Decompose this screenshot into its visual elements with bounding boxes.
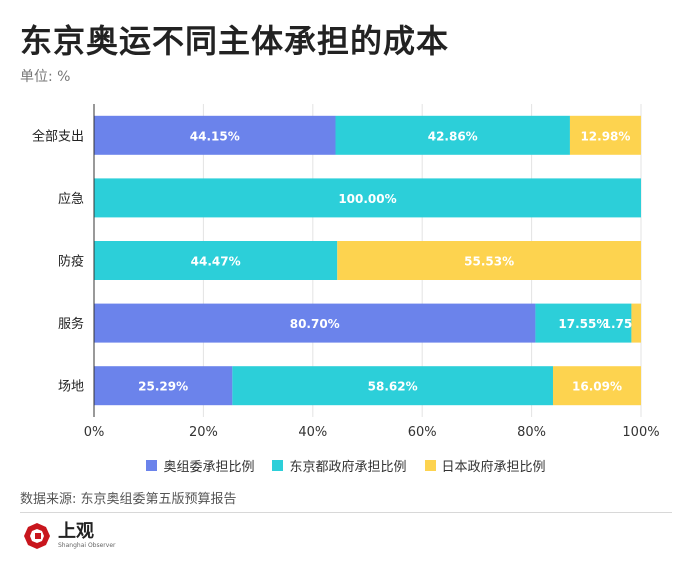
category-label: 应急 (58, 191, 84, 207)
legend-label: 日本政府承担比例 (441, 460, 546, 475)
x-tick-label: 80% (517, 425, 546, 440)
data-label: 17.55% (558, 317, 608, 331)
data-label: 55.53% (464, 255, 514, 269)
legend: 奥组委承担比例 东京都政府承担比例 日本政府承担比例 (0, 456, 692, 475)
category-label: 防疫 (58, 254, 84, 270)
legend-swatch (424, 460, 436, 471)
legend-swatch (146, 460, 158, 471)
data-label: 44.47% (191, 255, 241, 269)
legend-swatch (272, 460, 284, 471)
stacked-bar-chart: 0% 20% 40% 60% 80% 100% 全部支出 44.15% 42.86% 12.98%… (32, 104, 660, 440)
bar-segment (94, 115, 336, 155)
footer-divider (20, 512, 672, 513)
bar-segment (94, 241, 338, 280)
source-note: 数据来源: 东京奥组委第五版预算报告 (20, 492, 237, 507)
bar-segment (335, 115, 570, 155)
category-label: 场地 (58, 380, 84, 395)
bar-segment (569, 115, 641, 155)
data-label: 100.00% (338, 192, 396, 206)
bar-segment (232, 366, 553, 406)
data-label: 1.75 (603, 317, 633, 331)
bar-segment (94, 303, 536, 343)
brand-subtitle: Shanghai Observer (58, 542, 116, 549)
chart-title: 东京奥运不同主体承担的成本 (20, 22, 450, 60)
bar-segment (337, 241, 641, 280)
legend-item: 日本政府承担比例 (424, 456, 546, 475)
data-label: 42.86% (428, 129, 478, 143)
category-label: 服务 (58, 316, 84, 332)
brand: 上观 Shanghai Observer (22, 521, 115, 551)
data-label: 25.29% (138, 380, 188, 394)
x-tick-label: 100% (622, 425, 659, 440)
unit-label: 单位: % (20, 69, 71, 85)
legend-item: 东京都政府承担比例 (272, 456, 407, 475)
x-tick-label: 0% (84, 425, 105, 440)
legend-label: 奥组委承担比例 (163, 460, 255, 475)
data-label: 58.62% (368, 380, 418, 394)
shanghai-observer-logo-icon (24, 523, 50, 549)
data-label: 44.15% (190, 129, 240, 143)
data-label: 16.09% (572, 380, 622, 394)
legend-item: 奥组委承担比例 (146, 456, 254, 475)
category-label: 全部支出 (32, 128, 84, 144)
x-tick-label: 40% (298, 425, 327, 440)
data-label: 12.98% (580, 129, 630, 143)
bar-segment (94, 366, 233, 406)
bar-segment (535, 303, 632, 343)
bar-segment (552, 366, 641, 406)
x-tick-label: 60% (408, 425, 437, 440)
bar-segment (94, 178, 641, 218)
legend-label: 东京都政府承担比例 (289, 460, 407, 475)
x-tick-label: 20% (189, 425, 218, 440)
data-label: 80.70% (290, 317, 340, 331)
brand-name: 上观 (58, 521, 94, 542)
bar-segment (631, 303, 641, 343)
